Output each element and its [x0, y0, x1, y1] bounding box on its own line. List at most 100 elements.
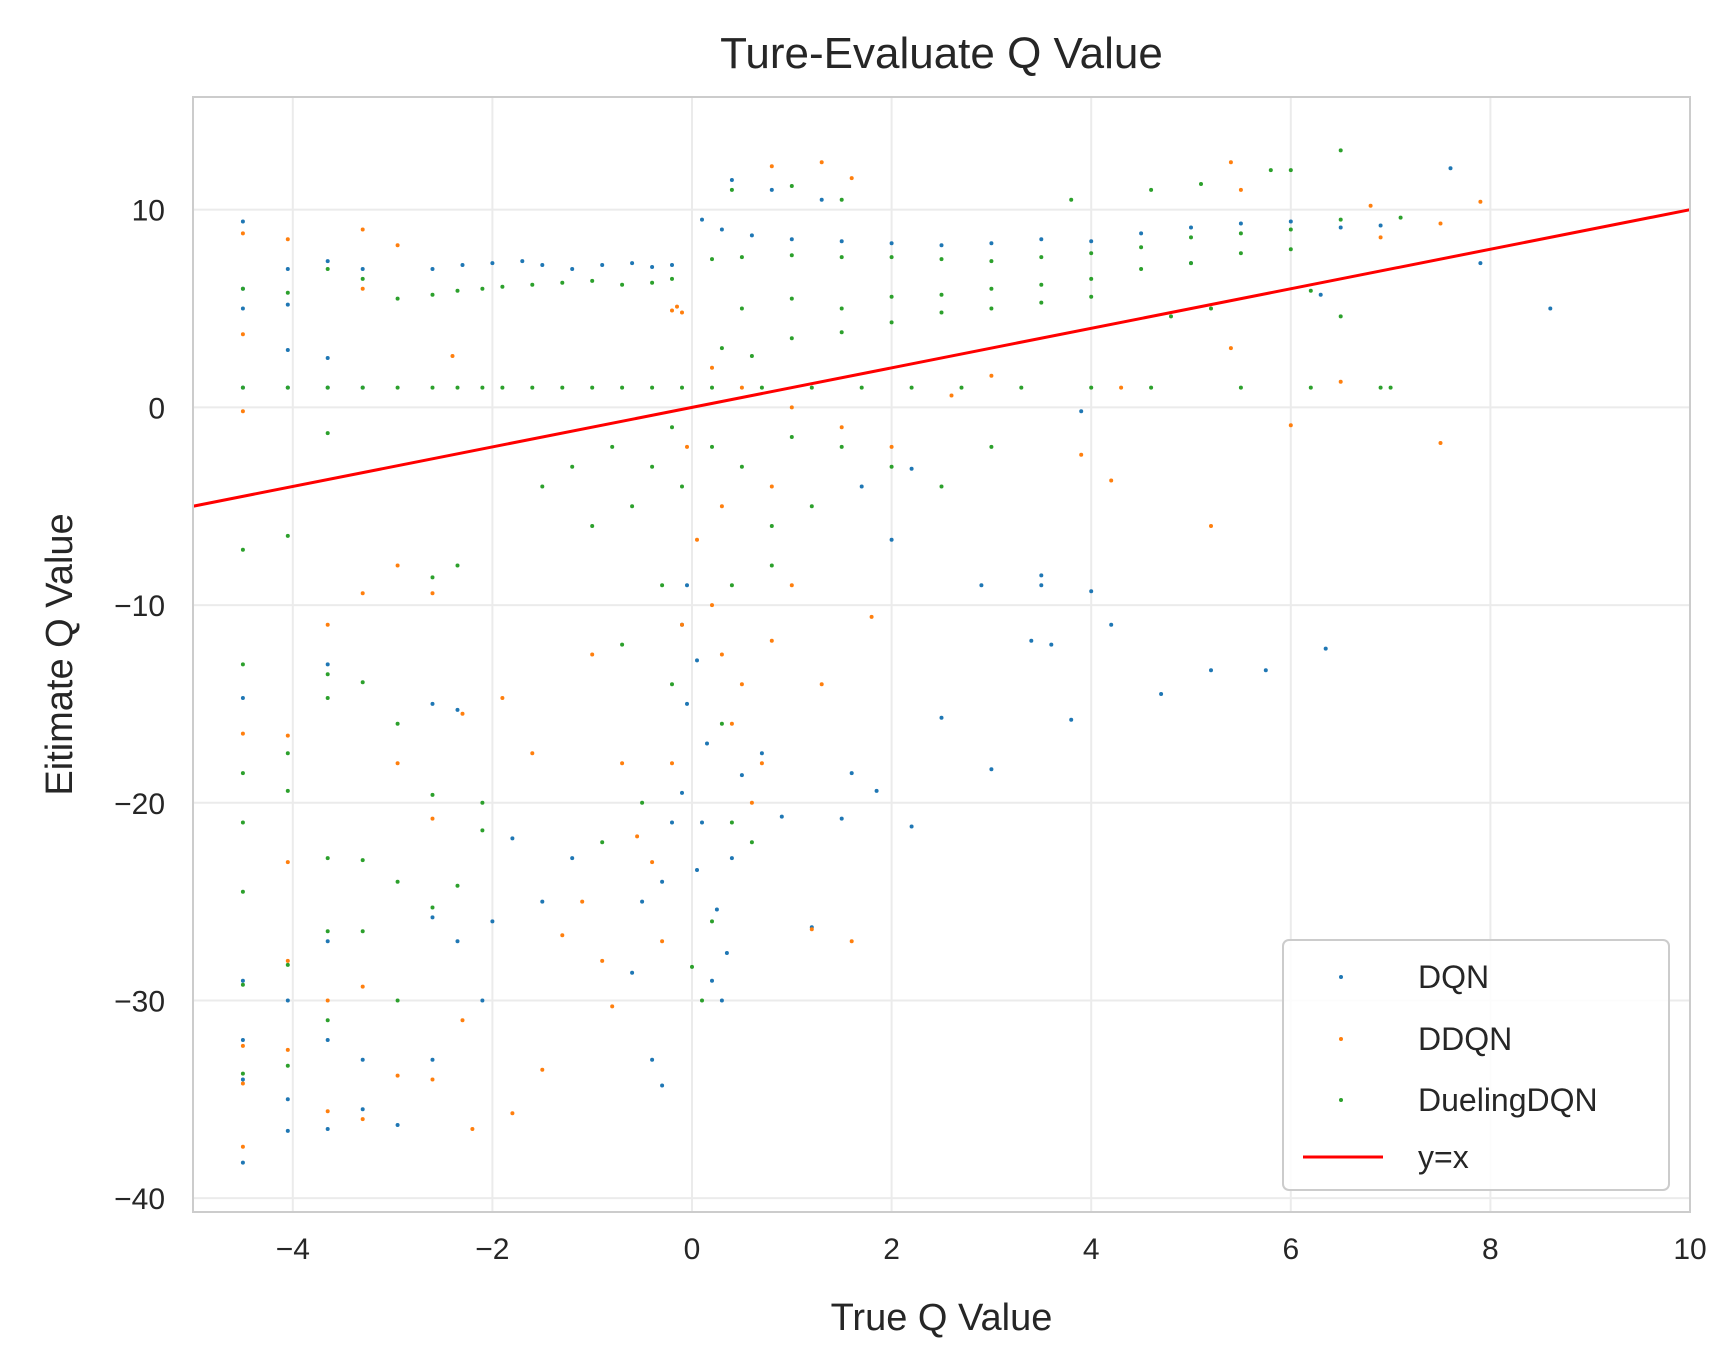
point-dqn [1323, 646, 1328, 651]
point-duelingdqn [240, 820, 245, 825]
point-dqn [889, 537, 894, 542]
point-dqn [769, 187, 774, 192]
point-duelingdqn [285, 1063, 290, 1068]
point-dqn [710, 978, 714, 983]
point-ddqn [680, 622, 684, 627]
plot-area-frame [192, 96, 1691, 1213]
point-dqn [325, 1127, 330, 1131]
point-duelingdqn [1288, 247, 1293, 252]
point-dqn [759, 751, 764, 756]
point-duelingdqn [939, 292, 944, 297]
point-dqn [325, 356, 330, 360]
point-duelingdqn [1308, 385, 1313, 390]
point-duelingdqn [1149, 187, 1154, 192]
point-dqn [819, 197, 824, 202]
point-duelingdqn [989, 259, 994, 264]
legend-label-duelingdqn: DuelingDQN [1418, 1082, 1598, 1118]
point-duelingdqn [455, 385, 460, 390]
point-dqn [1478, 261, 1483, 266]
point-duelingdqn [1288, 168, 1293, 173]
point-duelingdqn [789, 296, 794, 301]
point-duelingdqn [1019, 385, 1024, 390]
point-duelingdqn [1139, 267, 1144, 271]
point-duelingdqn [789, 253, 794, 258]
point-duelingdqn [749, 354, 754, 358]
point-dqn [650, 265, 655, 269]
point-dqn [719, 227, 724, 232]
point-ddqn [285, 733, 290, 738]
x-axis-ticks: −4 −2 0 2 4 6 8 10 [276, 1233, 1707, 1266]
legend: DQN DDQN DuelingDQN y=x [1282, 939, 1670, 1191]
point-duelingdqn [285, 533, 290, 538]
legend-marker-ddqn [1339, 1037, 1343, 1041]
point-ddqn [1438, 441, 1443, 445]
legend-label-dqn: DQN [1418, 959, 1489, 995]
point-duelingdqn [839, 255, 844, 260]
point-dqn [395, 1123, 400, 1127]
point-dqn [1089, 239, 1094, 244]
point-duelingdqn [530, 385, 535, 390]
x-axis-label: True Q Value [831, 1297, 1053, 1339]
point-duelingdqn [939, 310, 944, 315]
point-ddqn [590, 652, 595, 657]
point-ddqn [1238, 187, 1243, 192]
point-ddqn [285, 1047, 290, 1052]
point-duelingdqn [590, 524, 595, 528]
point-dqn [670, 263, 674, 267]
point-dqn [240, 1077, 245, 1082]
point-ddqn [739, 385, 744, 390]
point-duelingdqn [889, 255, 894, 260]
point-ddqn [670, 308, 674, 313]
point-ddqn [1228, 160, 1233, 165]
point-ddqn [769, 484, 774, 489]
point-dqn [1209, 668, 1213, 673]
point-ddqn [769, 638, 774, 643]
y-tick-label: −40 [114, 1183, 165, 1216]
point-dqn [240, 978, 245, 983]
point-ddqn [675, 304, 679, 309]
point-duelingdqn [719, 346, 724, 351]
point-duelingdqn [1338, 217, 1343, 222]
point-duelingdqn [909, 385, 914, 390]
point-dqn [430, 1057, 435, 1062]
x-tick-label: −2 [475, 1233, 509, 1266]
point-duelingdqn [325, 672, 330, 677]
point-duelingdqn [700, 998, 704, 1003]
y-tick-label: 10 [132, 195, 165, 228]
point-duelingdqn [1238, 385, 1243, 390]
point-dqn [660, 1083, 665, 1088]
point-dqn [285, 998, 290, 1003]
point-duelingdqn [325, 1018, 330, 1023]
point-duelingdqn [839, 197, 844, 202]
point-duelingdqn [360, 858, 365, 863]
point-duelingdqn [325, 267, 330, 271]
point-dqn [874, 788, 879, 793]
point-duelingdqn [430, 905, 435, 910]
point-duelingdqn [1238, 231, 1243, 236]
point-dqn [285, 348, 290, 352]
point-duelingdqn [325, 929, 330, 934]
point-duelingdqn [809, 385, 814, 390]
point-ddqn [395, 563, 400, 568]
y-tick-label: −20 [114, 788, 165, 821]
point-duelingdqn [560, 280, 565, 285]
point-ddqn [600, 958, 605, 963]
point-duelingdqn [1039, 282, 1044, 287]
legend-marker-duelingdqn [1339, 1098, 1343, 1102]
point-ddqn [1288, 423, 1293, 428]
point-dqn [1548, 306, 1553, 311]
point-duelingdqn [1338, 148, 1343, 153]
point-dqn [430, 701, 435, 706]
point-duelingdqn [325, 856, 330, 861]
point-dqn [739, 773, 744, 778]
point-ddqn [789, 583, 794, 588]
x-tick-label: 0 [684, 1233, 701, 1266]
point-ddqn [395, 761, 400, 766]
point-dqn [939, 243, 944, 248]
point-duelingdqn [789, 336, 794, 341]
point-dqn [540, 263, 545, 267]
point-duelingdqn [1089, 385, 1094, 390]
point-duelingdqn [1039, 255, 1044, 260]
